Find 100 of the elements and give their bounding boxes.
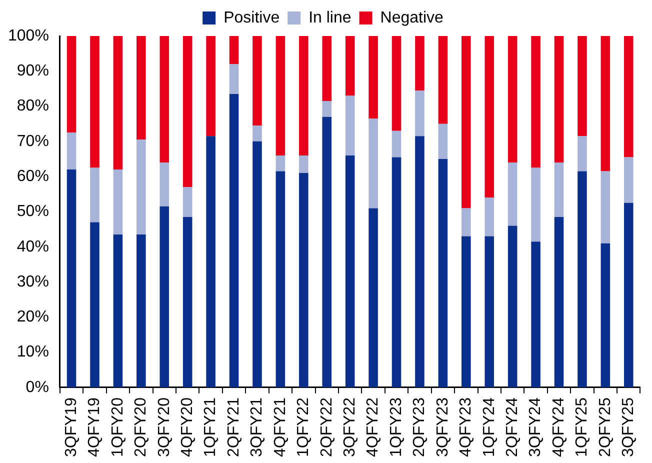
bar xyxy=(508,36,518,163)
x-tick-label: 1QFY23 xyxy=(388,397,405,458)
bar xyxy=(160,162,170,206)
bar xyxy=(276,155,286,172)
bar xyxy=(299,155,308,174)
bar xyxy=(322,101,332,117)
bar xyxy=(229,64,239,94)
bar xyxy=(508,162,518,226)
x-tick-label: 4QFY21 xyxy=(272,397,289,458)
x-tick-label: 1QFY21 xyxy=(202,397,220,458)
bar xyxy=(554,216,564,388)
bar xyxy=(438,124,448,159)
x-tick-label: 4QFY24 xyxy=(550,397,568,458)
bar xyxy=(229,36,239,64)
y-tick-label: 20% xyxy=(16,308,49,326)
bar xyxy=(66,170,76,388)
x-tick-label: 3QFY21 xyxy=(248,397,266,458)
x-tick-label: 1QFY25 xyxy=(574,397,591,458)
bar xyxy=(578,136,587,172)
bar xyxy=(90,222,100,388)
bar xyxy=(508,226,518,388)
bar xyxy=(624,157,634,203)
y-tick-label: 0% xyxy=(26,378,49,396)
bar xyxy=(368,36,378,119)
bar xyxy=(90,36,100,168)
bar xyxy=(368,118,378,208)
x-tick-label: 3QFY23 xyxy=(434,397,452,458)
bar xyxy=(182,216,192,388)
y-tick-label: 70% xyxy=(16,132,49,150)
bar xyxy=(299,173,308,388)
legend-label: Negative xyxy=(380,9,444,26)
x-tick-label: 2QFY25 xyxy=(596,397,614,458)
bar xyxy=(113,36,123,170)
bar xyxy=(113,234,123,388)
x-tick-label: 2QFY24 xyxy=(504,397,521,458)
bar xyxy=(66,132,76,170)
bar xyxy=(578,36,587,136)
bar xyxy=(368,208,378,388)
y-tick-label: 10% xyxy=(16,344,49,361)
x-tick-label: 2QFY20 xyxy=(132,397,150,458)
bar xyxy=(299,36,308,156)
bar xyxy=(415,136,424,388)
x-tick-label: 4QFY22 xyxy=(364,397,382,458)
x-tick-label: 1QFY24 xyxy=(480,397,498,458)
bar xyxy=(160,206,170,388)
bar xyxy=(252,141,262,388)
y-tick-label: 50% xyxy=(16,203,49,220)
bar xyxy=(600,36,610,172)
x-tick-label: 4QFY19 xyxy=(86,397,104,458)
x-tick-label: 1QFY22 xyxy=(295,397,312,458)
x-tick-label: 3QFY19 xyxy=(62,397,80,458)
bar xyxy=(392,36,402,131)
x-tick-label: 2QFY23 xyxy=(411,397,428,458)
x-tick-label: 3QFY25 xyxy=(620,397,638,458)
y-tick-label: 80% xyxy=(16,98,49,115)
bar xyxy=(415,90,424,136)
y-tick-label: 30% xyxy=(16,273,49,290)
x-tick-label: 4QFY23 xyxy=(458,397,475,458)
bar xyxy=(276,171,286,388)
bar xyxy=(415,36,424,90)
bar xyxy=(554,162,564,217)
bar xyxy=(182,36,192,188)
bar xyxy=(484,198,494,236)
bar xyxy=(531,242,540,388)
bar xyxy=(392,130,402,158)
bar xyxy=(462,236,471,388)
bar xyxy=(322,36,332,102)
bar xyxy=(182,187,192,217)
bar xyxy=(600,243,610,388)
bar xyxy=(345,36,355,96)
bar xyxy=(462,208,471,236)
bar xyxy=(322,116,332,388)
legend-label: In line xyxy=(308,9,352,26)
y-tick-label: 60% xyxy=(16,168,49,185)
bar xyxy=(438,158,448,388)
x-tick-label: 2QFY21 xyxy=(225,397,242,458)
bar xyxy=(66,36,76,133)
x-tick-label: 3QFY24 xyxy=(527,397,544,458)
bar xyxy=(136,36,146,140)
bar xyxy=(484,236,494,388)
x-tick-label: 1QFY20 xyxy=(109,397,126,458)
bar xyxy=(600,171,610,244)
x-tick-label: 4QFY20 xyxy=(179,397,196,458)
bar xyxy=(136,234,146,388)
bar xyxy=(90,168,100,222)
bar xyxy=(276,36,286,156)
bar xyxy=(345,96,355,156)
bar xyxy=(136,140,146,235)
bar xyxy=(392,157,402,388)
x-tick-label: 3QFY20 xyxy=(156,397,173,458)
bar xyxy=(438,36,448,124)
bar xyxy=(206,36,216,136)
bar xyxy=(252,36,262,126)
bar xyxy=(229,94,239,388)
y-tick-label: 90% xyxy=(16,62,49,80)
bar xyxy=(462,36,471,208)
y-tick-label: 40% xyxy=(16,238,49,256)
bar xyxy=(578,171,587,388)
bar xyxy=(624,36,634,158)
bar xyxy=(484,36,494,198)
